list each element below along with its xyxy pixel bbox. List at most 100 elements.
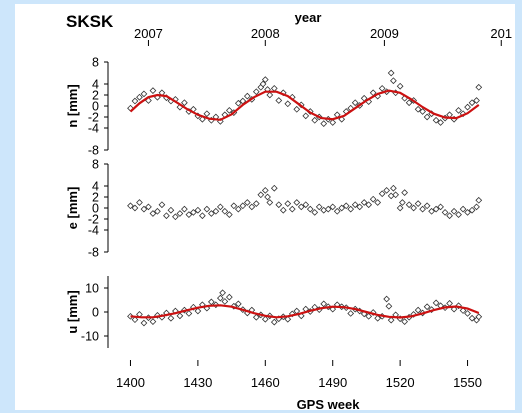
data-point <box>399 199 406 206</box>
y-tick-label: 8 <box>92 158 99 172</box>
data-point <box>225 293 233 301</box>
data-point <box>459 205 467 213</box>
data-point <box>365 312 373 320</box>
data-point <box>401 189 408 196</box>
data-point <box>279 206 287 214</box>
data-point <box>396 82 404 90</box>
model-curve <box>129 89 480 121</box>
data-point <box>225 211 233 218</box>
data-point <box>221 298 229 305</box>
y-tick-label: 0 <box>92 100 99 114</box>
chart-background <box>15 4 515 410</box>
data-point <box>432 205 440 213</box>
y-tick-label: 10 <box>85 282 99 296</box>
data-point <box>410 204 417 212</box>
data-point <box>172 213 179 221</box>
data-point <box>423 202 431 210</box>
data-point <box>225 107 233 114</box>
data-point <box>473 97 480 104</box>
data-point <box>423 303 431 311</box>
data-point <box>455 211 462 218</box>
data-point <box>441 209 449 216</box>
data-point <box>320 120 328 127</box>
data-point <box>414 105 422 113</box>
data-point <box>208 298 215 306</box>
data-point <box>131 316 139 324</box>
data-point <box>239 202 247 210</box>
data-point <box>468 206 476 214</box>
top-tick-label: 2008 <box>251 26 280 41</box>
top-tick-label: 2009 <box>370 26 399 41</box>
data-point <box>149 318 157 325</box>
data-point <box>158 201 166 209</box>
data-point <box>347 310 355 317</box>
data-point <box>252 88 260 96</box>
data-point <box>365 201 373 209</box>
data-point <box>302 112 310 120</box>
data-point <box>176 210 184 217</box>
data-point <box>145 203 152 211</box>
data-point <box>216 203 224 211</box>
data-point <box>320 300 328 308</box>
data-point <box>270 318 278 326</box>
data-point <box>356 203 364 211</box>
data-point <box>401 318 408 325</box>
top-axis-label: year <box>295 10 322 25</box>
data-point <box>293 199 301 206</box>
data-point <box>275 201 283 209</box>
data-point <box>275 97 283 104</box>
data-point <box>432 299 440 307</box>
data-point <box>473 203 480 211</box>
data-point <box>369 195 377 203</box>
data-point <box>423 113 431 121</box>
data-point <box>446 299 453 307</box>
data-point <box>248 203 256 211</box>
data-point <box>378 85 386 92</box>
data-point <box>203 110 211 118</box>
data-point <box>252 313 260 321</box>
y-tick-label: 0 <box>92 306 99 320</box>
data-point <box>390 184 397 192</box>
data-point <box>410 311 417 318</box>
data-point <box>387 69 395 77</box>
data-point <box>140 90 148 98</box>
y-tick-label: -2 <box>88 213 99 227</box>
data-point <box>315 203 323 211</box>
data-point <box>405 99 413 107</box>
data-point <box>387 192 395 200</box>
data-point <box>243 199 251 206</box>
data-point <box>185 310 193 317</box>
data-point <box>405 201 413 209</box>
data-point <box>259 80 267 88</box>
data-point <box>333 207 341 215</box>
data-point <box>419 205 426 213</box>
data-point <box>464 103 471 111</box>
data-point <box>167 206 175 214</box>
data-point <box>320 206 328 214</box>
y-tick-label: 2 <box>92 89 99 103</box>
data-point <box>234 300 242 308</box>
data-point <box>297 203 305 211</box>
data-point <box>419 108 426 115</box>
data-point <box>450 207 458 215</box>
data-point <box>342 202 350 210</box>
data-point <box>385 302 393 310</box>
data-point <box>230 202 238 210</box>
data-point <box>176 312 184 320</box>
data-point <box>136 93 143 101</box>
data-point <box>194 206 202 214</box>
data-point <box>252 200 260 207</box>
data-point <box>208 210 215 217</box>
data-point <box>261 315 269 323</box>
data-point <box>387 316 395 324</box>
x-tick-label: 1430 <box>183 375 212 390</box>
x-tick-label: 1490 <box>318 375 347 390</box>
data-point <box>127 202 134 210</box>
data-point <box>284 315 292 323</box>
data-point <box>181 99 188 107</box>
data-point <box>234 205 242 213</box>
data-point <box>293 105 301 113</box>
data-point <box>311 116 319 124</box>
data-point <box>383 295 391 303</box>
